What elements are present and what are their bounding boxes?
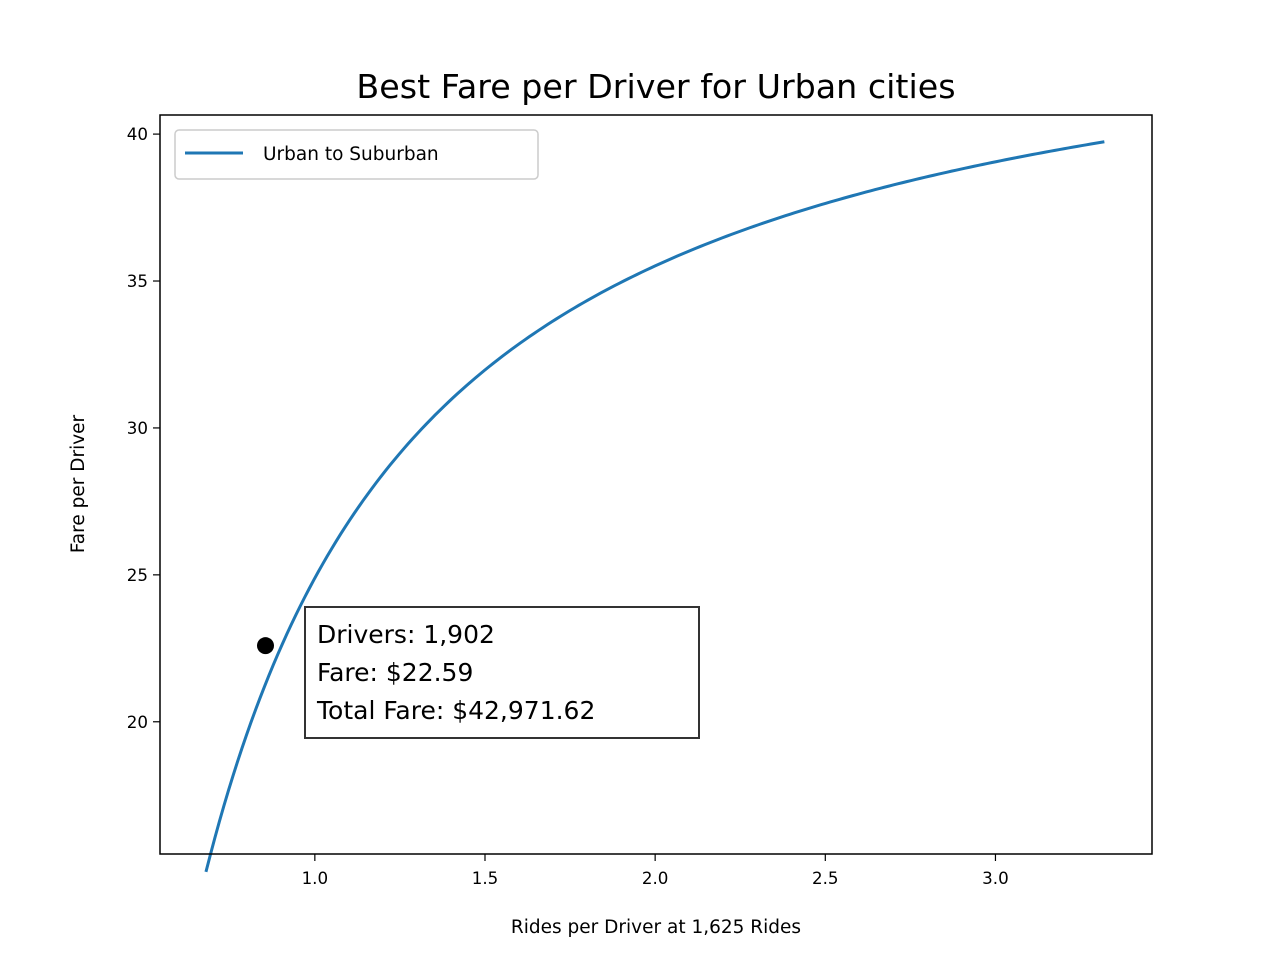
y-tick-label: 20 [127,712,148,732]
y-axis-label: Fare per Driver [68,414,89,553]
x-tick-label: 1.0 [302,868,329,888]
y-tick-label: 35 [127,271,148,291]
plot-area [204,140,1105,873]
axes-frame [159,114,1153,855]
y-axis-ticks: 20 25 30 35 40 [127,124,160,732]
chart-title: Best Fare per Driver for Urban cities [356,67,955,106]
y-tick-label: 40 [127,124,148,144]
annotation-total-fare: Total Fare: $42,971.62 [316,696,595,725]
annotation-box: Drivers: 1,902 Fare: $22.59 Total Fare: … [304,606,700,739]
legend-frame [174,129,539,180]
x-axis-ticks: 1.0 1.5 2.0 2.5 3.0 [302,854,1009,888]
legend-label: Urban to Suburban [263,144,439,165]
x-tick-label: 2.5 [812,868,839,888]
y-tick-label: 25 [127,565,148,585]
x-tick-label: 1.5 [472,868,499,888]
annotation-drivers: Drivers: 1,902 [317,620,495,649]
annotation-fare: Fare: $22.59 [317,658,473,687]
x-tick-label: 3.0 [982,868,1009,888]
y-tick-label: 30 [127,418,148,438]
series-line-0 [204,140,1105,873]
legend: Urban to Suburban [174,129,539,180]
x-tick-label: 2.0 [642,868,669,888]
x-axis-label: Rides per Driver at 1,625 Rides [511,917,801,938]
annotation-frame [304,606,700,739]
highlight-point [256,637,274,655]
